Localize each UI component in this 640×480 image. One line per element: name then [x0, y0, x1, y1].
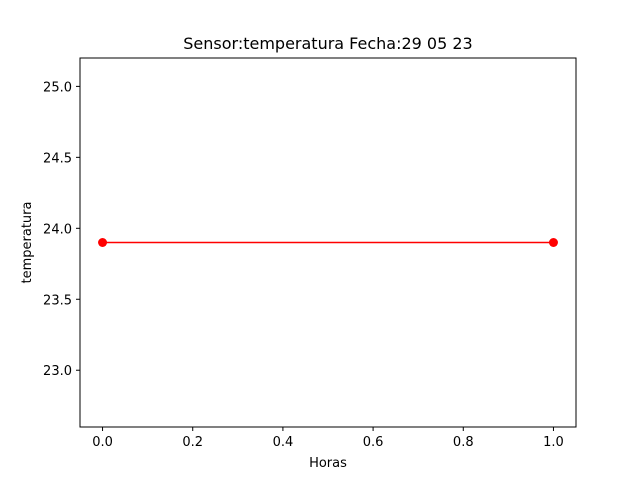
y-tick-label: 23.5	[43, 293, 72, 308]
y-axis: 23.0 23.5 24.0 24.5 25.0	[43, 80, 80, 379]
x-tick-label: 0.6	[363, 435, 384, 450]
x-tick-label: 0.8	[453, 435, 474, 450]
plot-frame	[79, 57, 577, 428]
x-axis: 0.0 0.2 0.4 0.6 0.8 1.0	[92, 427, 564, 450]
x-tick-label: 1.0	[543, 435, 564, 450]
y-tick-label: 24.0	[43, 222, 72, 237]
data-point	[548, 238, 558, 247]
x-tick-label: 0.2	[182, 435, 203, 450]
y-axis-label: temperatura	[20, 202, 35, 284]
chart-title: Sensor:temperatura Fecha:29 05 23	[183, 34, 472, 53]
x-tick-label: 0.0	[92, 435, 113, 450]
x-tick-label: 0.4	[273, 435, 294, 450]
data-point	[98, 238, 108, 247]
x-axis-label: Horas	[309, 456, 347, 471]
y-tick-label: 23.0	[43, 364, 72, 379]
y-tick-label: 25.0	[43, 80, 72, 95]
plot-content	[98, 238, 558, 247]
y-tick-label: 24.5	[43, 151, 72, 166]
